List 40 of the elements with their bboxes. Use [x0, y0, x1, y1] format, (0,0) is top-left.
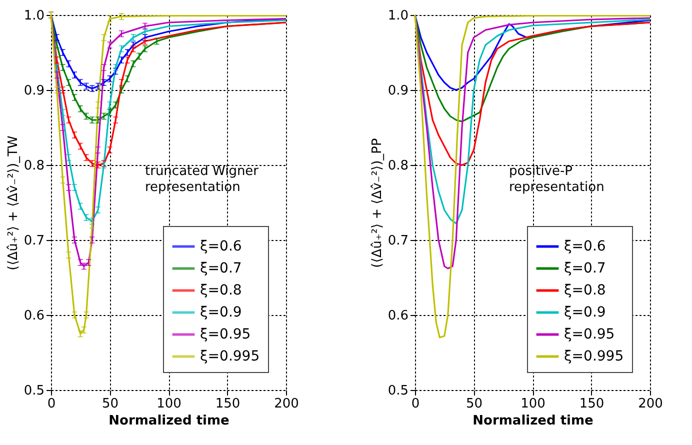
x-tick-label: 150 — [215, 396, 240, 412]
legend-label: ξ=0.95 — [564, 326, 615, 342]
x-tick-label: 50 — [466, 396, 483, 412]
y-tick-label: 0.5 — [388, 384, 408, 398]
y-tick-label: 0.8 — [388, 158, 408, 174]
y-tick-label: 0.6 — [388, 308, 408, 324]
y-axis-title: (⟨Δû₊²⟩ + ⟨Δv̂₋²⟩)_PP — [370, 138, 385, 268]
y-tick-label: 0.6 — [24, 308, 44, 324]
legend-label: ξ=0.6 — [564, 238, 606, 254]
x-tick-label: 50 — [102, 396, 119, 412]
x-tick-label: 100 — [156, 396, 182, 412]
y-tick-label: 1.0 — [24, 8, 44, 24]
x-tick-label: 200 — [638, 396, 663, 412]
x-tick-label: 150 — [579, 396, 604, 412]
y-tick-label: 0.7 — [24, 234, 44, 248]
x-tick-label: 0 — [411, 396, 420, 412]
y-tick-label: 0.7 — [388, 234, 408, 248]
y-tick-label: 0.8 — [24, 158, 44, 174]
legend-label: ξ=0.9 — [200, 304, 242, 320]
y-tick-label: 0.5 — [24, 384, 44, 398]
x-axis-title: Normalized time — [108, 414, 230, 428]
legend-label: ξ=0.8 — [200, 282, 242, 298]
x-tick-label: 100 — [520, 396, 546, 412]
legend-label: ξ=0.95 — [200, 326, 251, 342]
legend-label: ξ=0.995 — [200, 348, 260, 364]
annotation: truncated Wigner representation — [145, 164, 260, 195]
legend-label: ξ=0.6 — [200, 238, 242, 254]
legend-label: ξ=0.7 — [564, 260, 606, 276]
x-axis-title: Normalized time — [472, 414, 594, 428]
legend-label: ξ=0.9 — [564, 304, 606, 320]
x-tick-label: 0 — [47, 396, 56, 412]
annotation: positive-P representation — [509, 164, 604, 195]
legend-label: ξ=0.995 — [564, 348, 624, 364]
y-axis-title: (⟨Δû₊²⟩ + ⟨Δv̂₋²⟩)_TW — [6, 135, 21, 270]
y-tick-label: 0.9 — [388, 84, 408, 98]
x-tick-label: 200 — [274, 396, 299, 412]
legend-label: ξ=0.7 — [200, 260, 242, 276]
legend-label: ξ=0.8 — [564, 282, 606, 298]
y-tick-label: 1.0 — [388, 8, 408, 24]
y-tick-label: 0.9 — [24, 84, 44, 98]
